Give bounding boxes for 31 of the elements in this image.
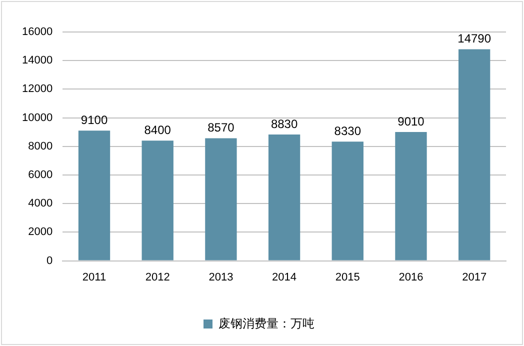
- data-label: 9010: [398, 114, 425, 128]
- y-tick-label: 12000: [22, 83, 53, 96]
- data-label: 8570: [208, 120, 235, 135]
- y-tick-label: 10000: [22, 112, 53, 124]
- y-tick-label: 0: [46, 254, 53, 267]
- x-tick-label: 2011: [82, 271, 106, 284]
- x-tick-label: 2015: [335, 271, 360, 284]
- bar: [268, 134, 300, 260]
- y-tick-label: 2000: [28, 226, 53, 238]
- data-label: 8330: [334, 124, 362, 138]
- data-label: 14790: [458, 32, 492, 46]
- legend-label: 废钢消费量：万吨: [218, 316, 314, 330]
- y-tick-label: 6000: [28, 169, 53, 182]
- data-label: 8400: [144, 122, 172, 137]
- bar: [332, 142, 364, 260]
- bar: [458, 49, 490, 260]
- bar: [205, 138, 237, 260]
- data-label: 8830: [270, 116, 298, 131]
- x-tick-label: 2016: [398, 271, 424, 284]
- bar: [142, 140, 174, 260]
- data-label: 9100: [80, 112, 108, 127]
- y-tick-label: 8000: [28, 140, 53, 152]
- x-tick-label: 2012: [145, 271, 170, 284]
- x-tick-label: 2014: [272, 271, 297, 284]
- x-tick-label: 2013: [208, 271, 234, 284]
- x-tick-label: 2017: [462, 271, 487, 284]
- y-tick-label: 14000: [22, 54, 53, 67]
- bar: [78, 130, 110, 260]
- y-tick-label: 4000: [28, 198, 53, 210]
- bar: [395, 132, 427, 260]
- y-tick-label: 16000: [22, 26, 53, 38]
